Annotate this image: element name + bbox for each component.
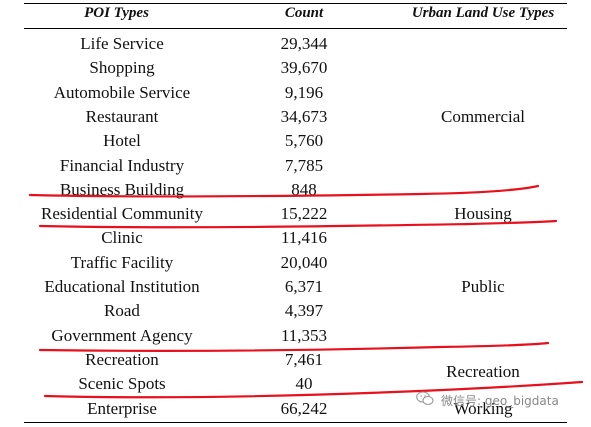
table-row: Government Agency 11,353 (24, 324, 567, 348)
count-cell: 29,344 (280, 34, 328, 53)
table-row: Restaurant 34,673 (24, 105, 567, 129)
poi-type-cell: Hotel (103, 131, 141, 151)
count-cell: 9,196 (284, 82, 324, 102)
poi-type-cell: Restaurant (85, 106, 159, 126)
count-cell: 7,785 (284, 155, 324, 175)
poi-type-cell: Life Service (80, 34, 164, 53)
table-row: Recreation 7,461 (24, 348, 567, 372)
poi-type-cell: Shopping (89, 58, 155, 78)
count-cell: 848 (291, 179, 317, 199)
land-use-type-cell: Housing (454, 204, 512, 224)
table-row: Traffic Facility 20,040 (24, 251, 567, 275)
poi-type-cell: Recreation (85, 349, 159, 369)
count-cell: 7,461 (284, 349, 324, 369)
table-row: Educational Institution 6,371 (24, 275, 567, 299)
count-cell: 15,222 (280, 204, 328, 224)
table-row: Life Service 29,344 (24, 32, 567, 56)
count-cell: 5,760 (284, 131, 324, 151)
count-cell: 11,416 (280, 228, 328, 248)
poi-type-cell: Financial Industry (59, 155, 185, 175)
count-cell: 66,242 (280, 398, 328, 418)
poi-type-cell: Government Agency (51, 325, 193, 345)
table-row: Clinic 11,416 (24, 226, 567, 250)
table-row: Enterprise 66,242 (24, 397, 567, 421)
count-cell: 4,397 (284, 301, 324, 321)
table-row: Residential Community 15,222 (24, 202, 567, 226)
table-row: Hotel 5,760 (24, 129, 567, 153)
poi-type-cell: Road (104, 301, 140, 321)
header-count: Count (284, 5, 324, 21)
header-poi-types: POI Types (84, 5, 149, 21)
watermark-text: 微信号: geo_bigdata (441, 394, 559, 408)
header-land-use-types: Urban Land Use Types (411, 5, 555, 21)
table-row: Automobile Service 9,196 (24, 81, 567, 105)
table-top-rule (24, 3, 567, 4)
land-use-type-cell: Working (453, 398, 513, 418)
count-cell: 39,670 (280, 58, 328, 78)
poi-type-cell: Residential Community (41, 204, 203, 224)
table-header-rule (24, 28, 567, 29)
table-row: Financial Industry 7,785 (24, 154, 567, 178)
count-cell: 34,673 (280, 106, 328, 126)
table-row: Road 4,397 (24, 299, 567, 323)
land-use-type-cell: Recreation (446, 362, 520, 382)
table-row: Business Building 848 (24, 178, 567, 202)
table-bottom-rule (24, 422, 567, 423)
land-use-type-cell: Commercial (440, 107, 526, 127)
poi-type-cell: Educational Institution (44, 277, 200, 296)
poi-type-cell: Business Building (59, 179, 185, 199)
count-cell: 6,371 (284, 277, 324, 296)
count-cell: 11,353 (280, 325, 328, 345)
count-cell: 40 (295, 374, 313, 394)
count-cell: 20,040 (280, 252, 328, 272)
table-row: Shopping 39,670 (24, 56, 567, 80)
poi-type-cell: Traffic Facility (70, 252, 174, 272)
poi-type-cell: Clinic (101, 228, 143, 248)
poi-type-cell: Enterprise (87, 398, 157, 418)
wechat-icon (416, 391, 434, 406)
poi-type-cell: Automobile Service (53, 82, 191, 102)
land-use-type-cell: Public (461, 277, 505, 297)
poi-type-cell: Scenic Spots (78, 374, 166, 394)
